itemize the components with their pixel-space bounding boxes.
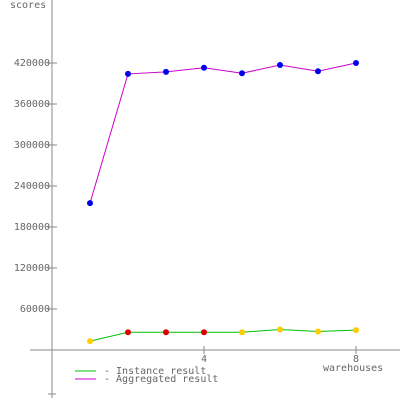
series-line (89, 62, 357, 204)
x-tick-label: 4 (201, 354, 207, 365)
x-axis-label: warehouses (323, 363, 383, 374)
y-tick-label: 60000 (20, 304, 50, 315)
point (163, 329, 169, 336)
point (277, 326, 283, 333)
y-tick-label: 240000 (14, 181, 50, 192)
point (239, 329, 245, 336)
point (315, 328, 321, 335)
point (87, 200, 93, 207)
point (163, 68, 169, 75)
y-tick-label: 120000 (14, 263, 50, 274)
point (353, 327, 359, 334)
series-line (89, 328, 357, 342)
y-tick-label: 420000 (14, 58, 50, 69)
point (87, 338, 93, 345)
point (277, 62, 283, 69)
point (315, 68, 321, 75)
point (353, 60, 359, 66)
y-axis-label: scores (10, 0, 46, 11)
point (125, 329, 131, 336)
x-tick-label: 8 (353, 354, 359, 365)
legend-label: - Aggregated result (104, 374, 218, 385)
point (201, 64, 207, 71)
y-tick-label: 360000 (14, 99, 50, 110)
point (125, 70, 131, 77)
point (201, 329, 207, 336)
y-tick-label: 180000 (14, 222, 50, 233)
legend-label: - Instance result (104, 366, 206, 377)
point (239, 70, 245, 77)
y-tick-label: 300000 (14, 140, 50, 151)
